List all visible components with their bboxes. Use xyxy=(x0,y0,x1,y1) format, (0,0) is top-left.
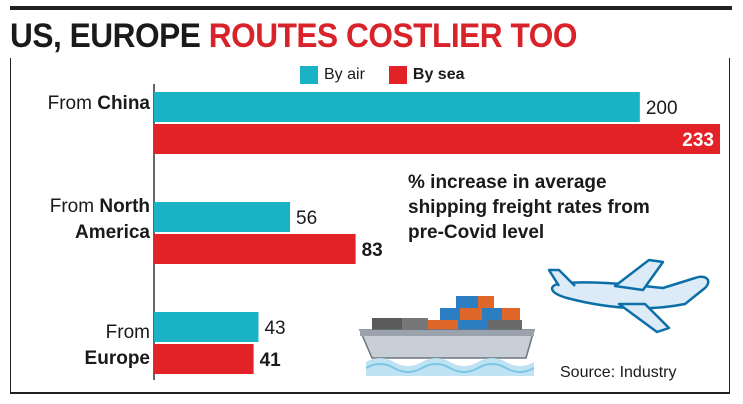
legend: By air By sea xyxy=(300,66,465,84)
container-block xyxy=(458,320,488,330)
data-label-air-0: 200 xyxy=(646,98,678,119)
title-part-2: ROUTES COSTLIER TOO xyxy=(208,17,578,55)
container-block xyxy=(402,318,428,330)
bar-sea-0 xyxy=(154,124,720,154)
container-block xyxy=(372,318,402,330)
top-rule xyxy=(10,6,732,10)
sea-wave-line xyxy=(365,363,535,373)
bar-air-1 xyxy=(154,202,291,232)
bar-sea-1 xyxy=(154,234,356,264)
container-block xyxy=(460,308,482,320)
category-label-europe: From Europe xyxy=(84,322,150,369)
data-label-sea-1: 83 xyxy=(362,240,383,261)
container-block xyxy=(428,320,458,330)
airplane-icon xyxy=(547,258,710,334)
data-label-sea-2: 41 xyxy=(260,350,282,371)
data-label-air-2: 43 xyxy=(264,318,285,339)
container-block xyxy=(478,296,494,308)
container-block xyxy=(456,296,478,308)
legend-label-air: By air xyxy=(324,66,365,83)
cargo-ship-icon xyxy=(358,296,535,376)
ship-deck xyxy=(360,330,534,336)
legend-swatch-air xyxy=(300,66,318,84)
chart-frame xyxy=(10,58,730,394)
container-block xyxy=(482,308,502,320)
legend-item-sea: By sea xyxy=(388,66,465,84)
legend-swatch-sea xyxy=(388,66,407,84)
category-label-north-america: From North America xyxy=(49,196,150,243)
container-block xyxy=(440,308,460,320)
bar-sea-2 xyxy=(154,344,254,374)
legend-label-sea: By sea xyxy=(412,66,465,83)
chart-title: US, EUROPE ROUTES COSTLIER TOO xyxy=(10,16,577,56)
bar-air-0 xyxy=(154,92,640,122)
container-block xyxy=(502,308,520,320)
container-block xyxy=(488,320,522,330)
title-part-1: US, EUROPE xyxy=(10,17,209,55)
legend-item-air: By air xyxy=(300,66,365,84)
data-label-sea-0: 233 xyxy=(682,130,714,151)
data-label-air-1: 56 xyxy=(296,208,317,229)
source-note: Source: Industry xyxy=(560,364,677,381)
chart-annotation: % increase in average shipping freight r… xyxy=(408,172,650,243)
bar-air-2 xyxy=(154,312,259,342)
category-label-china: From China xyxy=(47,93,150,114)
